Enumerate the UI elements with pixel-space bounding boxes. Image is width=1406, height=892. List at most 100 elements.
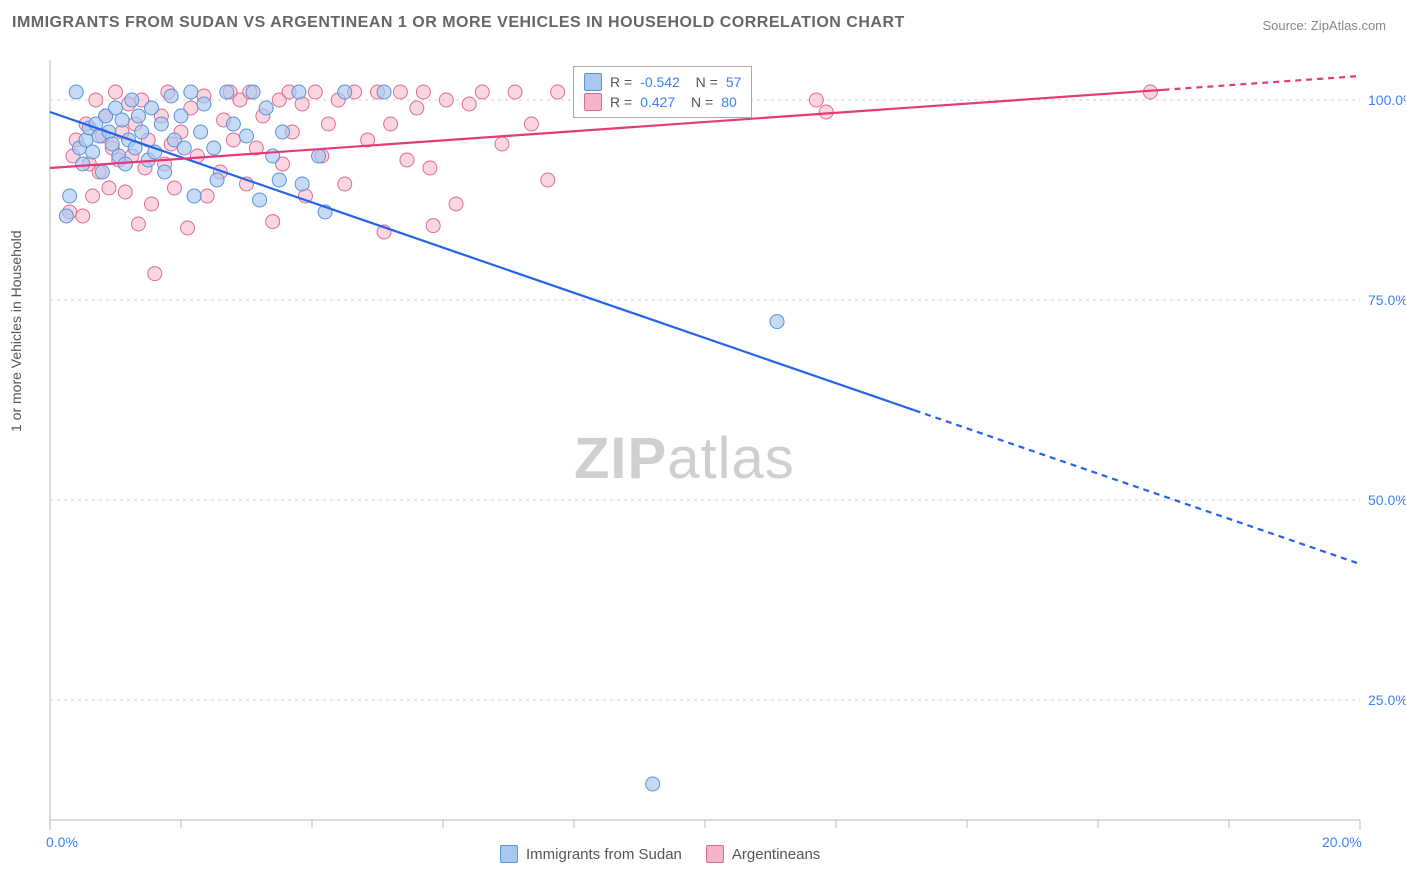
data-point — [95, 165, 109, 179]
data-point — [259, 101, 273, 115]
data-point — [226, 133, 240, 147]
data-point — [551, 85, 565, 99]
data-point — [770, 315, 784, 329]
data-point — [646, 777, 660, 791]
stat-n-value: 57 — [726, 74, 742, 90]
data-point — [410, 101, 424, 115]
data-point — [541, 173, 555, 187]
trend-line-dashed — [1164, 76, 1361, 90]
stat-n-value: 80 — [721, 94, 737, 110]
data-point — [819, 105, 833, 119]
x-axis-min-label: 0.0% — [46, 834, 78, 850]
data-point — [220, 85, 234, 99]
data-point — [148, 267, 162, 281]
stat-r-value: -0.542 — [640, 74, 680, 90]
data-point — [63, 189, 77, 203]
data-point — [321, 117, 335, 131]
data-point — [475, 85, 489, 99]
y-tick-label: 25.0% — [1368, 692, 1406, 708]
data-point — [86, 189, 100, 203]
data-point — [266, 215, 280, 229]
data-point — [109, 85, 123, 99]
scatter-chart: 25.0%50.0%75.0%100.0% — [0, 0, 1406, 892]
data-point — [462, 97, 476, 111]
data-point — [240, 129, 254, 143]
data-point — [207, 141, 221, 155]
legend: Immigrants from Sudan Argentineans — [500, 845, 820, 863]
data-point — [495, 137, 509, 151]
trend-line — [50, 112, 915, 410]
correlation-stats-box: R = -0.542 N = 57R = 0.427 N = 80 — [573, 66, 752, 118]
data-point — [135, 125, 149, 139]
data-point — [439, 93, 453, 107]
data-point — [131, 109, 145, 123]
stats-row: R = -0.542 N = 57 — [584, 73, 741, 91]
data-point — [416, 85, 430, 99]
legend-label: Argentineans — [732, 846, 820, 863]
data-point — [174, 109, 188, 123]
data-point — [308, 85, 322, 99]
data-point — [115, 113, 129, 127]
data-point — [89, 93, 103, 107]
stat-r-value: 0.427 — [640, 94, 675, 110]
data-point — [246, 85, 260, 99]
data-point — [338, 85, 352, 99]
data-point — [181, 221, 195, 235]
data-point — [118, 185, 132, 199]
data-point — [69, 85, 83, 99]
data-point — [210, 173, 224, 187]
data-point — [423, 161, 437, 175]
data-point — [200, 189, 214, 203]
data-point — [145, 197, 159, 211]
stats-row: R = 0.427 N = 80 — [584, 93, 741, 111]
data-point — [177, 141, 191, 155]
stat-r-label: R = — [610, 94, 632, 110]
data-point — [272, 173, 286, 187]
data-point — [809, 93, 823, 107]
data-point — [292, 85, 306, 99]
data-point — [393, 85, 407, 99]
data-point — [338, 177, 352, 191]
data-point — [524, 117, 538, 131]
data-point — [125, 93, 139, 107]
data-point — [449, 197, 463, 211]
series-swatch — [584, 93, 602, 111]
trend-line-dashed — [915, 410, 1360, 564]
data-point — [384, 117, 398, 131]
data-point — [76, 209, 90, 223]
stat-n-label: N = — [688, 74, 718, 90]
data-point — [400, 153, 414, 167]
legend-item: Argentineans — [706, 845, 820, 863]
data-point — [187, 189, 201, 203]
data-point — [158, 165, 172, 179]
data-point — [59, 209, 73, 223]
x-axis-max-label: 20.0% — [1322, 834, 1362, 850]
data-point — [508, 85, 522, 99]
data-point — [131, 217, 145, 231]
legend-item: Immigrants from Sudan — [500, 845, 682, 863]
data-point — [194, 125, 208, 139]
data-point — [145, 101, 159, 115]
data-point — [167, 181, 181, 195]
legend-swatch — [706, 845, 724, 863]
data-point — [276, 125, 290, 139]
data-point — [154, 117, 168, 131]
data-point — [312, 149, 326, 163]
data-point — [184, 85, 198, 99]
stat-n-label: N = — [683, 94, 713, 110]
legend-label: Immigrants from Sudan — [526, 846, 682, 863]
data-point — [164, 89, 178, 103]
y-tick-label: 75.0% — [1368, 292, 1406, 308]
data-point — [86, 145, 100, 159]
data-point — [102, 181, 116, 195]
data-point — [76, 157, 90, 171]
data-point — [295, 177, 309, 191]
stat-r-label: R = — [610, 74, 632, 90]
y-tick-label: 100.0% — [1368, 92, 1406, 108]
data-point — [226, 117, 240, 131]
data-point — [253, 193, 267, 207]
data-point — [377, 85, 391, 99]
legend-swatch — [500, 845, 518, 863]
data-point — [197, 97, 211, 111]
data-point — [426, 219, 440, 233]
